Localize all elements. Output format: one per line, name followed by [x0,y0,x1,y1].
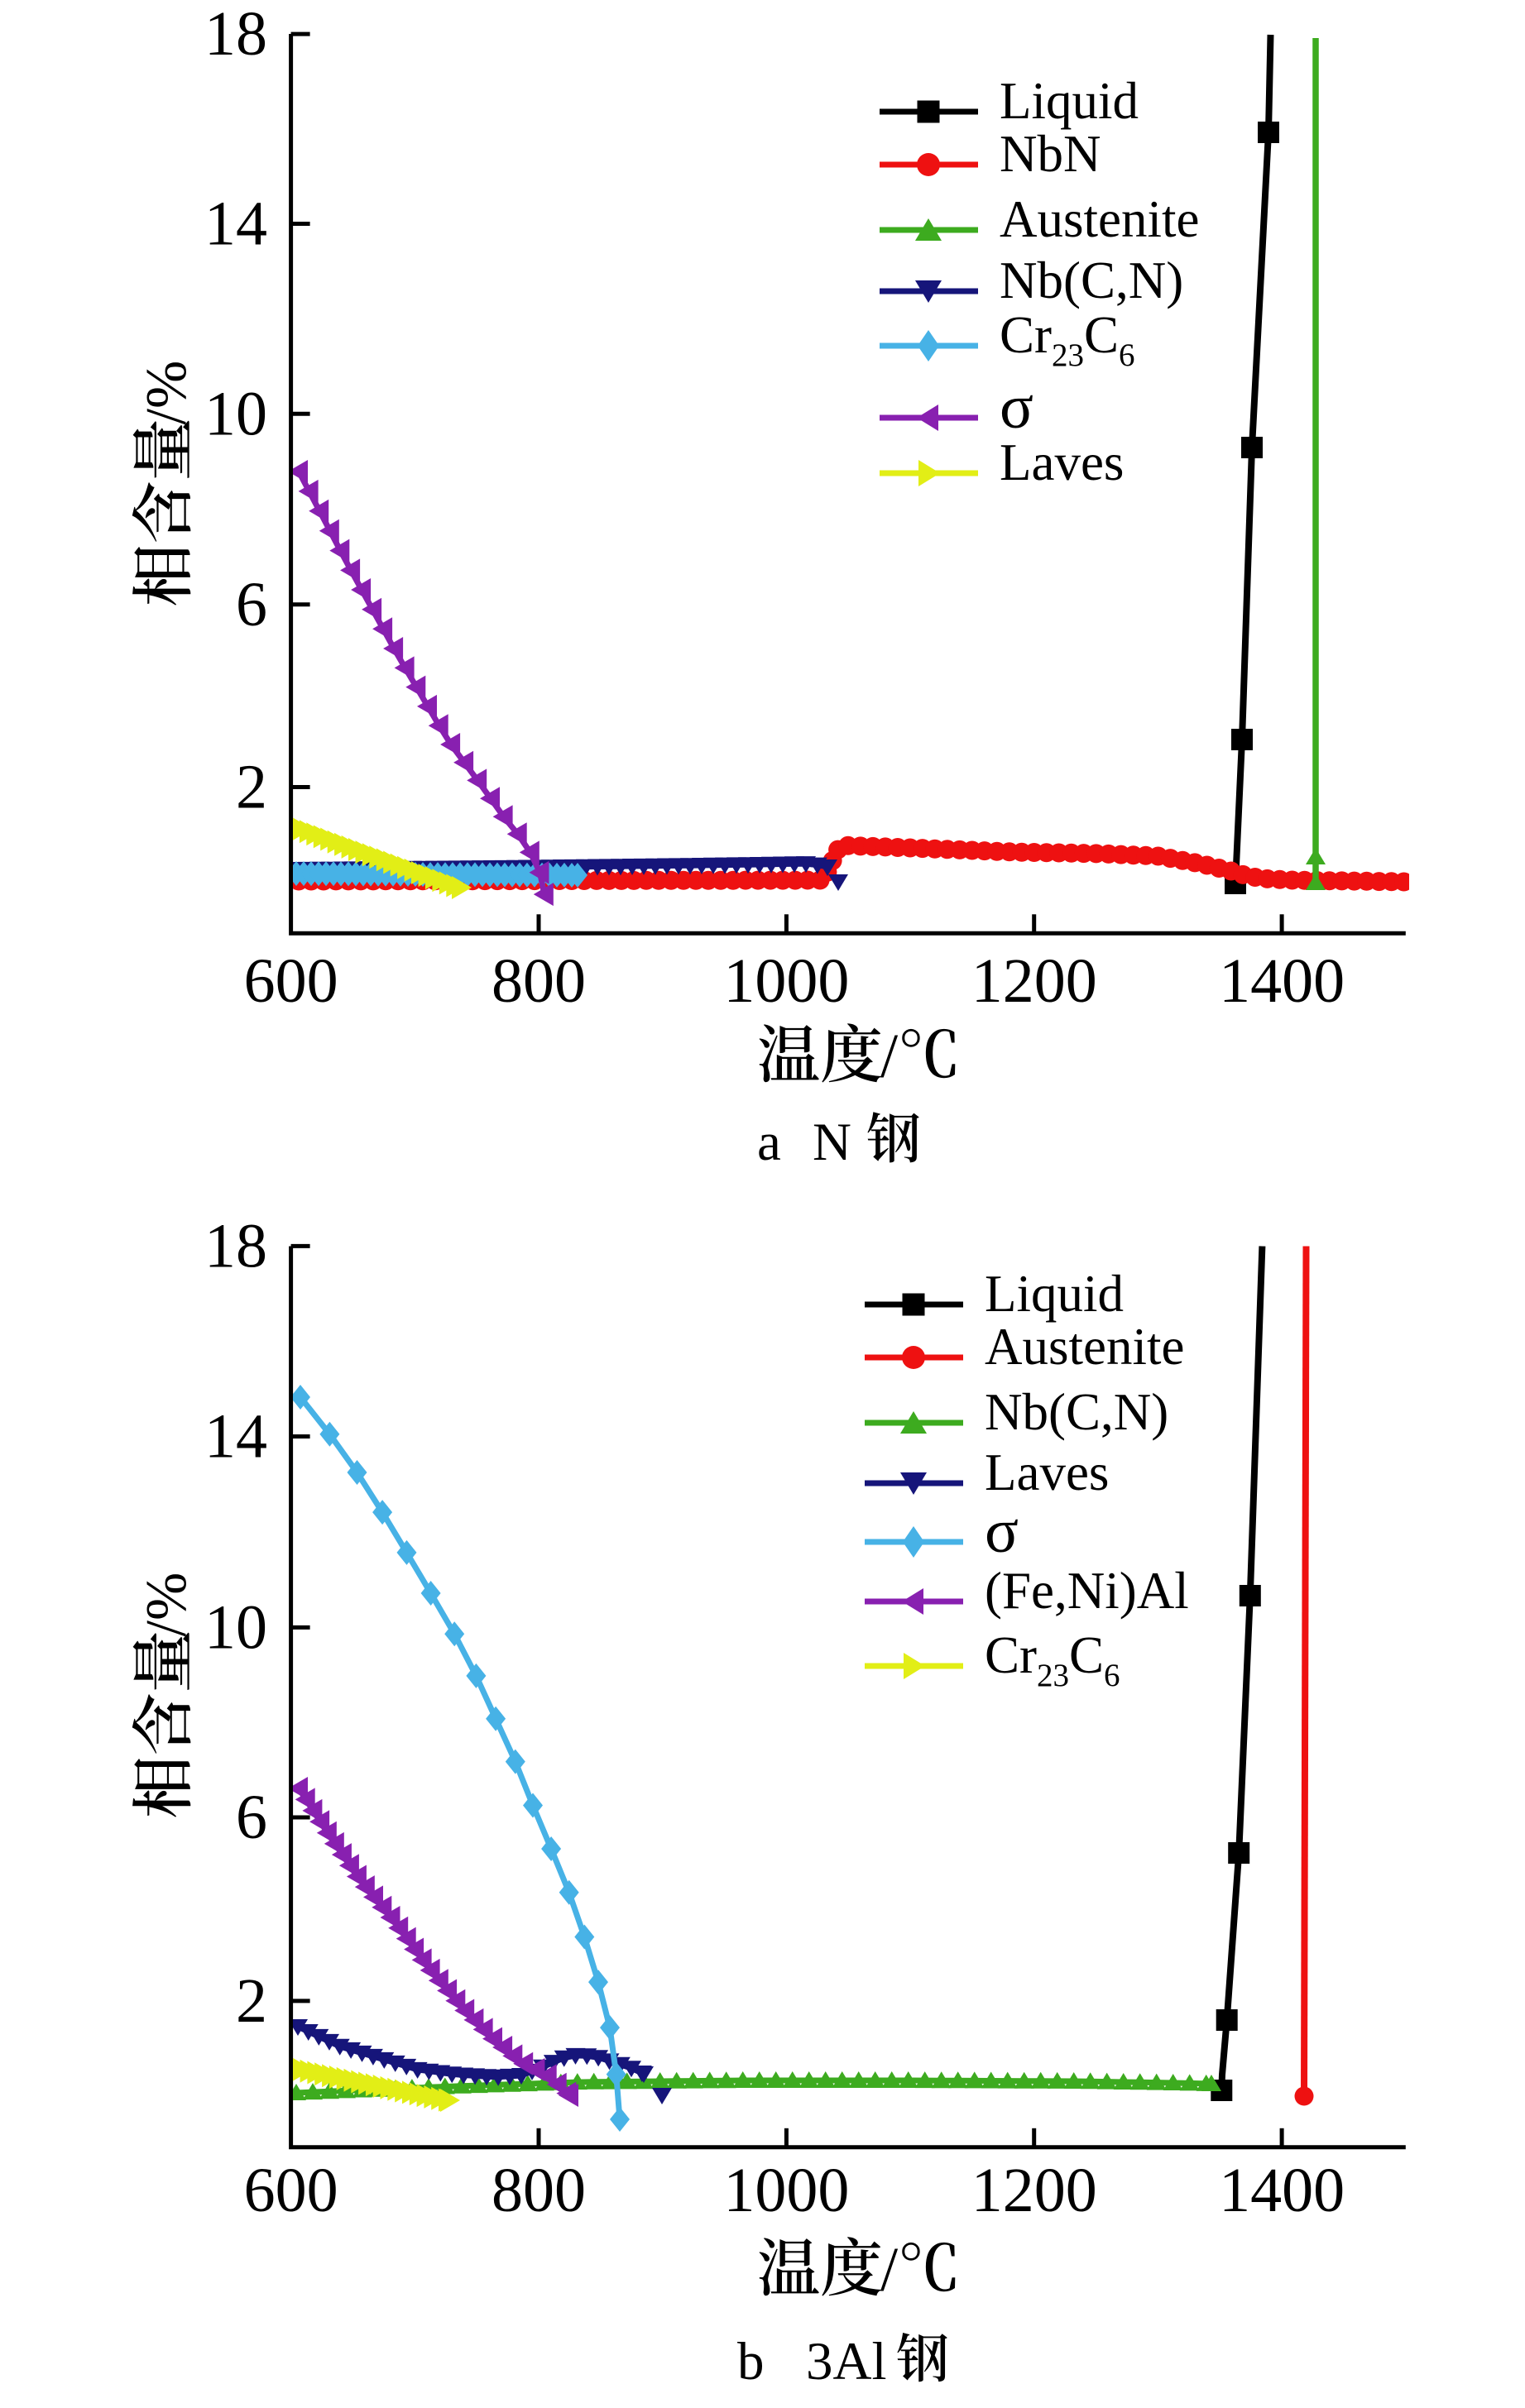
svg-text:600: 600 [244,946,338,1016]
svg-text:σ: σ [1000,372,1033,442]
svg-text:Nb(C,N): Nb(C,N) [985,1383,1168,1441]
svg-text:b: b [737,2332,765,2391]
svg-text:18: 18 [204,0,267,69]
svg-text:/: / [880,2235,899,2305]
svg-text:6: 6 [236,1783,267,1852]
svg-text:3Al: 3Al [806,2332,887,2391]
svg-text:14: 14 [204,189,267,259]
svg-text:600: 600 [244,2156,338,2225]
svg-text:1400: 1400 [1219,2156,1345,2225]
svg-text:10: 10 [204,379,267,448]
svg-text:/%: /% [135,1573,199,1637]
svg-text:6: 6 [236,570,267,639]
svg-text:(Fe,Ni)Al: (Fe,Ni)Al [985,1562,1189,1620]
svg-text:N: N [813,1113,851,1172]
svg-text:Laves: Laves [985,1443,1109,1501]
svg-text:800: 800 [492,2156,586,2225]
svg-text:1400: 1400 [1219,946,1345,1016]
svg-text:/: / [880,1022,899,1091]
svg-text:Cr23C6: Cr23C6 [985,1626,1120,1693]
svg-text:Laves: Laves [1000,433,1124,491]
svg-text:800: 800 [492,946,586,1016]
svg-text:14: 14 [204,1402,267,1472]
svg-text:/%: /% [135,361,199,425]
svg-text:Austenite: Austenite [1000,190,1199,248]
svg-text:NbN: NbN [1000,125,1101,183]
svg-text:a: a [757,1113,781,1172]
svg-text:2: 2 [236,1966,267,2036]
svg-text:Liquid: Liquid [985,1265,1124,1323]
svg-text:1000: 1000 [723,2156,849,2225]
svg-text:2: 2 [236,753,267,822]
svg-text:1000: 1000 [723,946,849,1016]
svg-text:10: 10 [204,1592,267,1662]
svg-text:Liquid: Liquid [1000,72,1139,130]
svg-text:Austenite: Austenite [985,1318,1184,1376]
svg-text:σ: σ [985,1496,1019,1566]
svg-text:18: 18 [204,1211,267,1281]
svg-text:1200: 1200 [971,2156,1097,2225]
svg-text:Nb(C,N): Nb(C,N) [1000,251,1183,309]
svg-text:1200: 1200 [971,946,1097,1016]
